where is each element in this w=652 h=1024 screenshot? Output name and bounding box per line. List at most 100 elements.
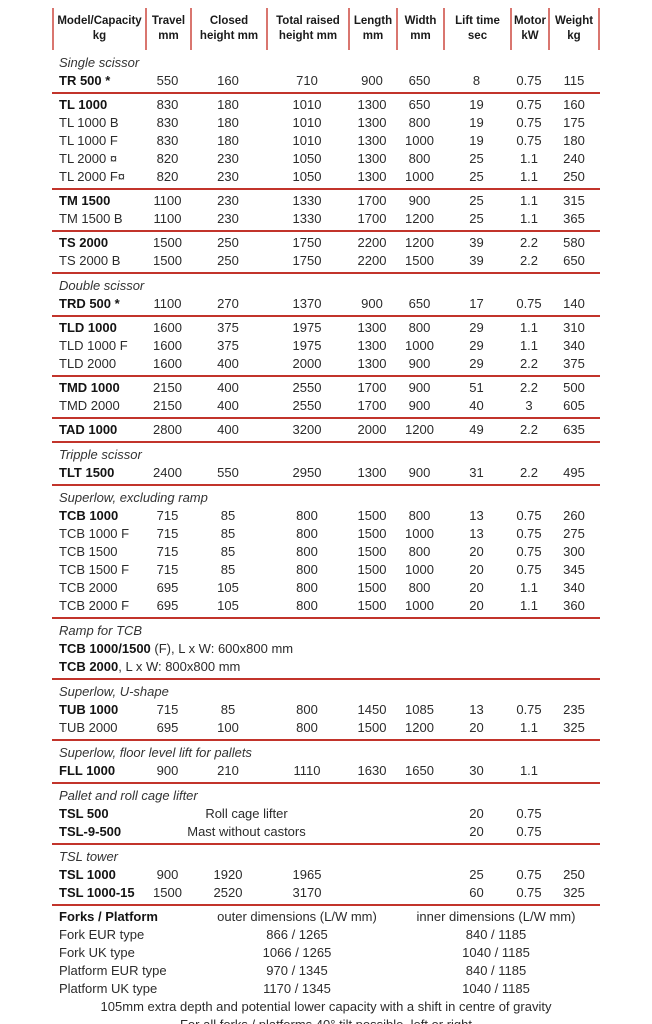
value-cell: 715 bbox=[156, 526, 179, 541]
value-cell: 340 bbox=[563, 580, 585, 595]
table-row: TCB 1500 F 715 85 800 1500 1000 20 0.75 345 bbox=[52, 561, 600, 579]
model-cell: TLT 1500 bbox=[59, 465, 115, 480]
model-cell: TRD 500 * bbox=[59, 296, 120, 311]
value-cell: 0.75 bbox=[516, 73, 542, 88]
table-row: TLD 1000 1600 375 1975 1300 800 29 1.1 310 bbox=[52, 319, 600, 337]
table-row: TLD 2000 1600 400 2000 1300 900 29 2.2 375 bbox=[52, 355, 600, 373]
section-label: TSL tower bbox=[59, 849, 119, 864]
value-cell: 115 bbox=[563, 73, 585, 88]
value-cell: 830 bbox=[156, 97, 179, 112]
value-cell: 1500 bbox=[405, 253, 434, 268]
value-cell: 2200 bbox=[357, 235, 387, 250]
value-cell: 1000 bbox=[405, 338, 434, 353]
value-cell: 1100 bbox=[153, 193, 182, 208]
value-cell: 13 bbox=[469, 702, 484, 717]
model-cell: TS 2000 B bbox=[59, 253, 121, 268]
model-cell: TCB 1000 F bbox=[59, 526, 130, 541]
section-divider-rule bbox=[52, 188, 600, 190]
section-label: Single scissor bbox=[59, 55, 140, 70]
column-header: Width mm bbox=[396, 8, 443, 50]
description-cell: Roll cage lifter bbox=[205, 806, 288, 821]
value-cell: 17 bbox=[469, 296, 484, 311]
section-label: Superlow, floor level lift for pallets bbox=[59, 745, 252, 760]
value-cell: 800 bbox=[408, 320, 431, 335]
value-cell: 375 bbox=[563, 356, 585, 371]
forks-inner-value: 840 / 1185 bbox=[465, 963, 527, 978]
value-cell bbox=[548, 823, 600, 841]
value-cell: 29 bbox=[469, 338, 484, 353]
value-cell: 1050 bbox=[292, 151, 322, 166]
value-cell: 1300 bbox=[357, 169, 387, 184]
model-cell: TM 1500 bbox=[59, 193, 111, 208]
value-cell: 1200 bbox=[405, 720, 434, 735]
value-cell: 2.2 bbox=[519, 356, 539, 371]
column-header-line1: Travel bbox=[151, 15, 186, 28]
column-header-line2: height mm bbox=[278, 30, 338, 42]
value-cell: 0.75 bbox=[516, 885, 542, 900]
value-cell: 1.1 bbox=[519, 338, 539, 353]
value-cell: 2150 bbox=[153, 398, 182, 413]
forks-note: 105mm extra depth and potential lower ca… bbox=[100, 999, 552, 1014]
value-cell: 100 bbox=[217, 720, 239, 735]
value-cell: 800 bbox=[296, 544, 318, 559]
value-cell: 0.75 bbox=[516, 824, 542, 839]
value-cell: 900 bbox=[156, 867, 179, 882]
value-cell: 240 bbox=[563, 151, 585, 166]
value-cell: 19 bbox=[469, 115, 484, 130]
value-cell: 250 bbox=[563, 867, 585, 882]
forks-type-label: Fork EUR type bbox=[59, 927, 145, 942]
value-cell: 800 bbox=[408, 115, 431, 130]
value-cell: 500 bbox=[563, 380, 585, 395]
forks-row: Fork UK type 1066 / 1265 1040 / 1185 bbox=[52, 944, 600, 962]
value-cell: 695 bbox=[156, 598, 179, 613]
value-cell: 1700 bbox=[357, 398, 387, 413]
value-cell: 1370 bbox=[292, 296, 322, 311]
value-cell: 310 bbox=[563, 320, 585, 335]
value-cell: 230 bbox=[217, 193, 239, 208]
model-cell: TLD 1000 bbox=[59, 320, 117, 335]
value-cell: 20 bbox=[469, 824, 484, 839]
table-row: TCB 1000 715 85 800 1500 800 13 0.75 260 bbox=[52, 507, 600, 525]
value-cell: 580 bbox=[563, 235, 585, 250]
value-cell: 340 bbox=[563, 338, 585, 353]
value-cell: 20 bbox=[469, 544, 484, 559]
value-cell: 1010 bbox=[292, 133, 322, 148]
value-cell: 60 bbox=[469, 885, 484, 900]
value-cell: 175 bbox=[563, 115, 585, 130]
model-cell: TR 500 * bbox=[59, 73, 111, 88]
value-cell: 1010 bbox=[292, 115, 322, 130]
value-cell: 2000 bbox=[357, 422, 387, 437]
value-cell: 1.1 bbox=[519, 598, 539, 613]
value-cell: 695 bbox=[156, 720, 179, 735]
value-cell: 1300 bbox=[357, 320, 387, 335]
model-cell: TCB 1500 bbox=[59, 544, 118, 559]
value-cell: 49 bbox=[469, 422, 484, 437]
value-cell: 19 bbox=[469, 97, 484, 112]
value-cell: 31 bbox=[469, 465, 484, 480]
column-header-line1: Total raised bbox=[276, 15, 340, 28]
value-cell: 1600 bbox=[153, 356, 182, 371]
value-cell: 1300 bbox=[357, 356, 387, 371]
table-row: TCB 2000, L x W: 800x800 mm bbox=[59, 659, 241, 674]
value-cell: 715 bbox=[156, 562, 179, 577]
value-cell: 39 bbox=[469, 235, 484, 250]
value-cell: 2.2 bbox=[519, 465, 539, 480]
value-cell: 1300 bbox=[357, 465, 387, 480]
value-cell: 19 bbox=[469, 133, 484, 148]
table-header: Model/Capacity kg Travel mm Closed height mm T… bbox=[52, 8, 600, 50]
value-cell: 180 bbox=[217, 133, 239, 148]
value-cell: 85 bbox=[220, 508, 236, 523]
model-cell: TL 1000 bbox=[59, 97, 108, 112]
section-divider-rule bbox=[52, 230, 600, 232]
value-cell: 650 bbox=[408, 73, 431, 88]
forks-row: Platform EUR type 970 / 1345 840 / 1185 bbox=[52, 962, 600, 980]
value-cell: 85 bbox=[220, 702, 236, 717]
value-cell: 0.75 bbox=[516, 544, 542, 559]
column-header-line1: Closed bbox=[209, 15, 249, 28]
table-row: TCB 1500 715 85 800 1500 800 20 0.75 300 bbox=[52, 543, 600, 561]
value-cell: 1965 bbox=[292, 867, 322, 882]
value-cell: 325 bbox=[563, 885, 585, 900]
column-header-line2: mm bbox=[410, 30, 431, 42]
value-cell: 0.75 bbox=[516, 296, 542, 311]
column-header-line1: Width bbox=[404, 15, 437, 28]
